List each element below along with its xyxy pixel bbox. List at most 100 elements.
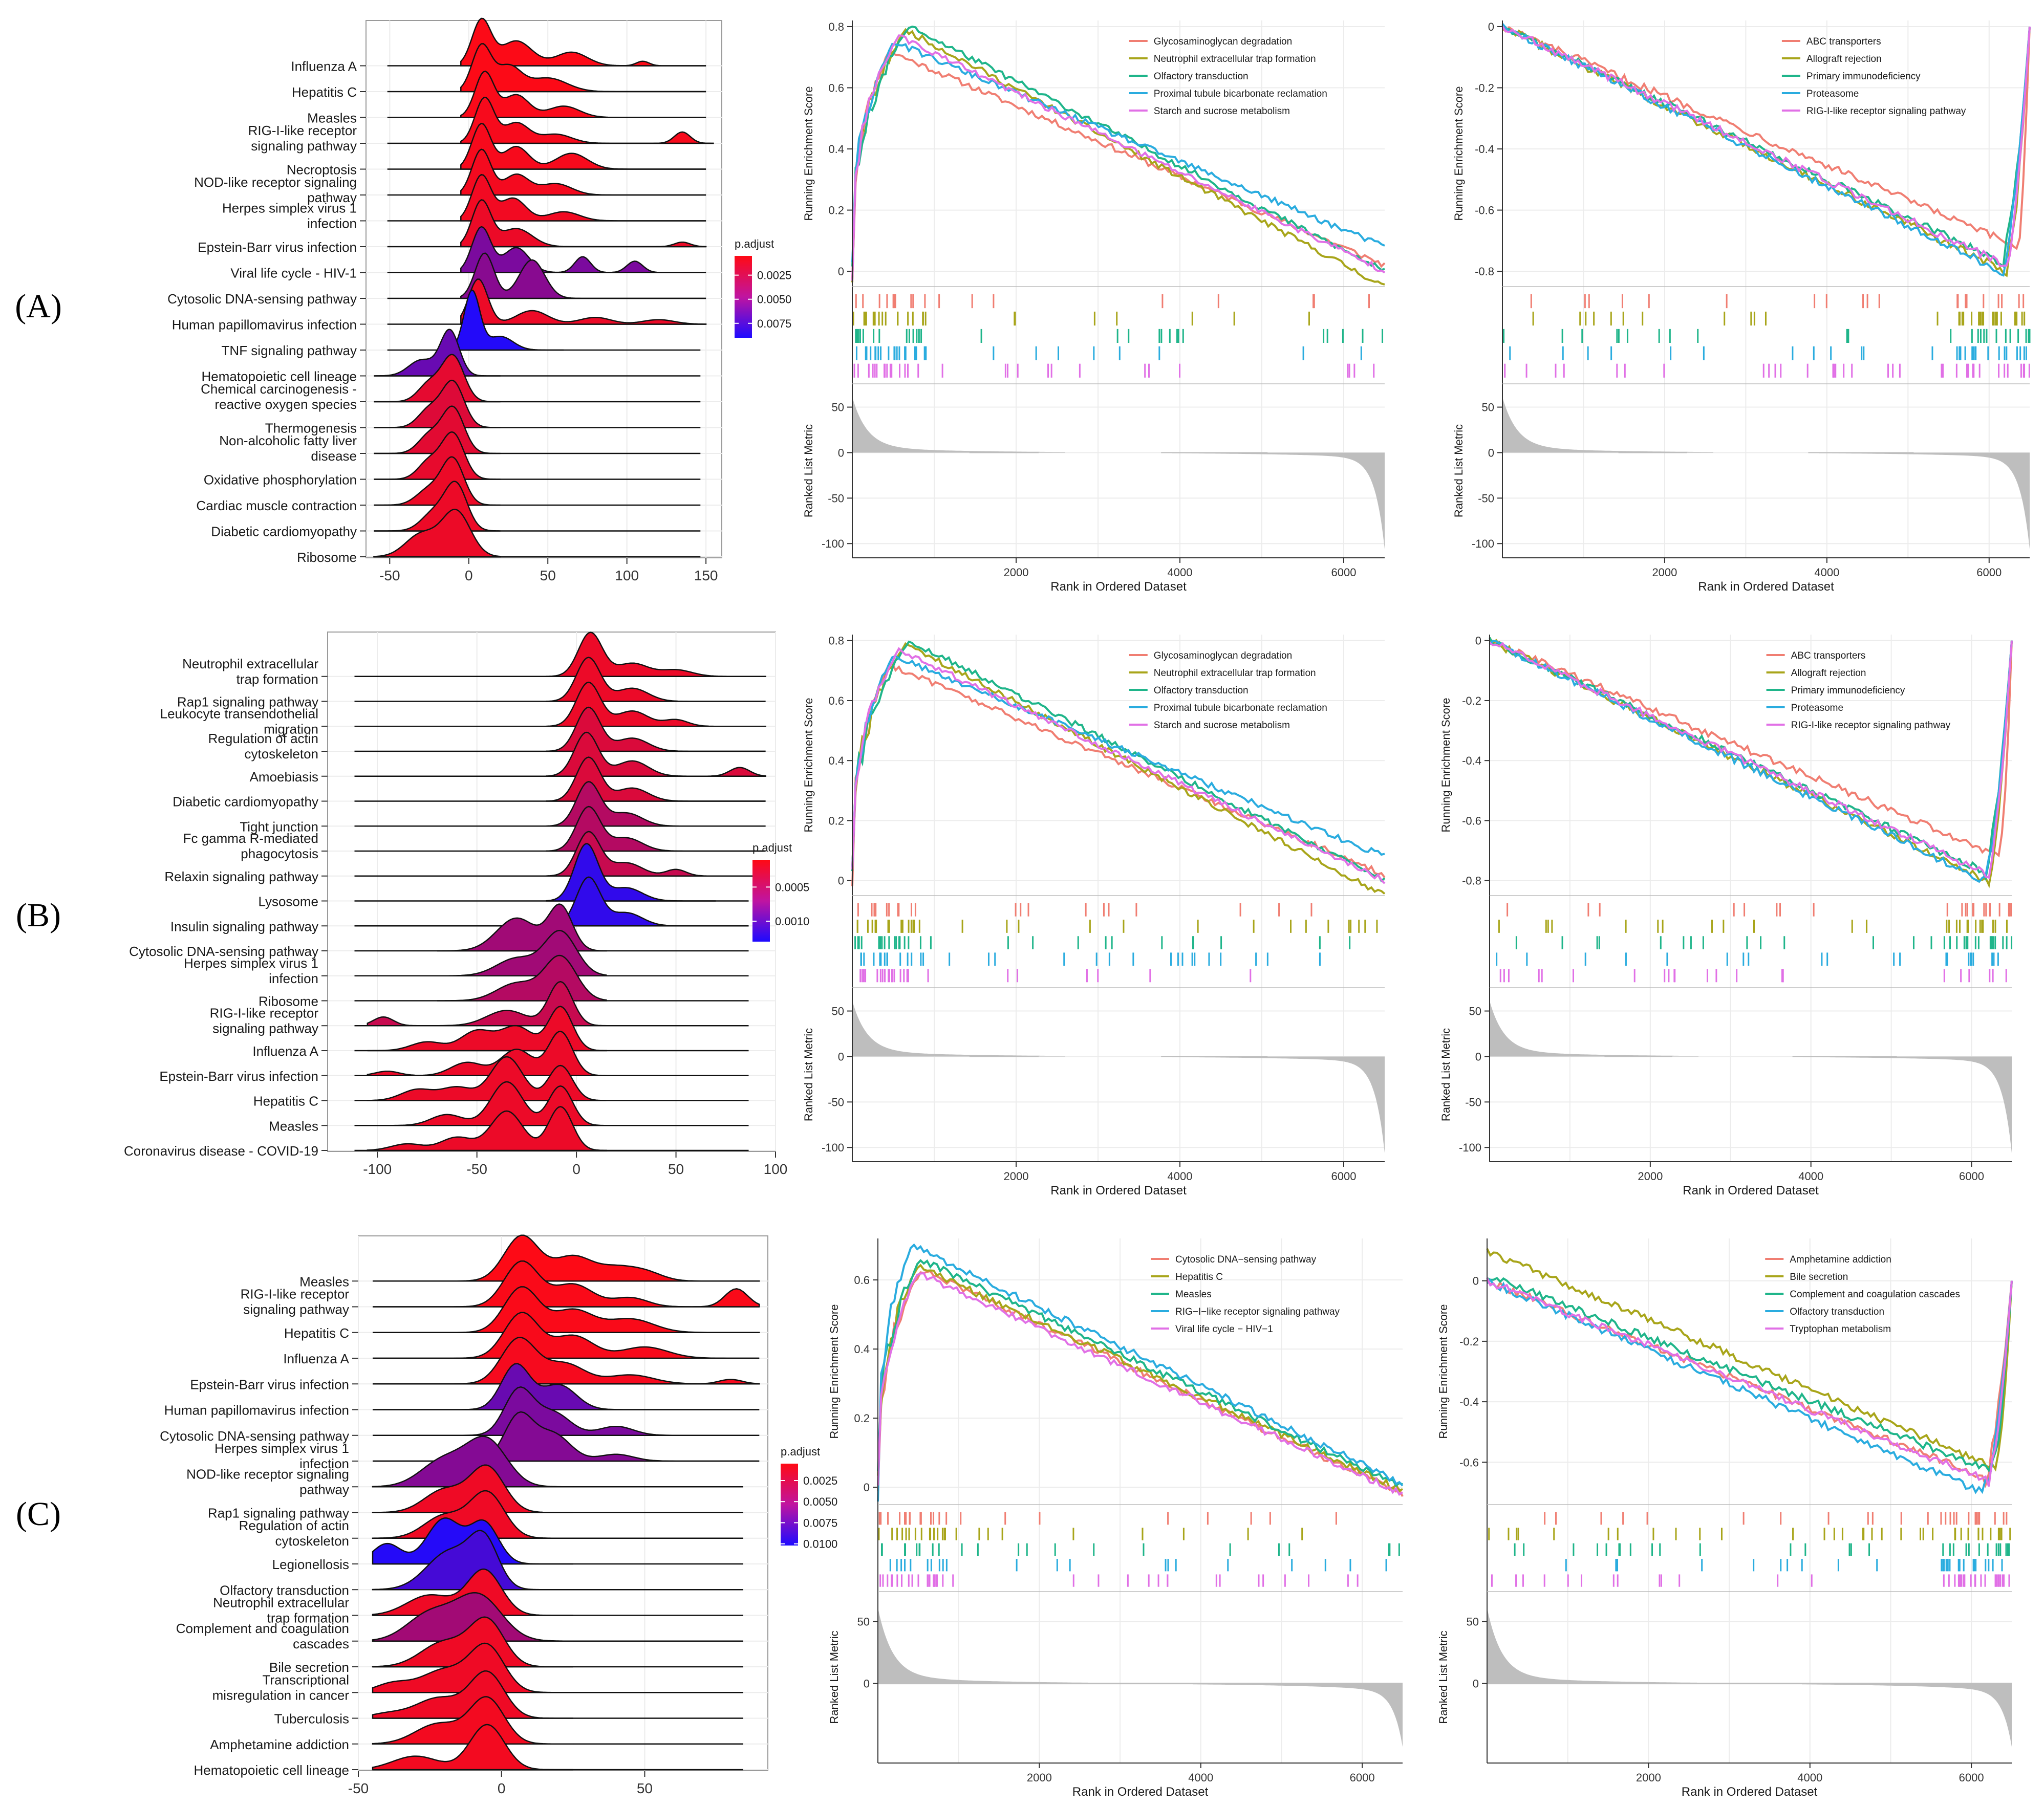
- es-curve-olfactory-transduction: [851, 26, 1385, 271]
- y-axis-title-es: Running Enrichment Score: [1437, 1304, 1450, 1439]
- ridge-density-ribosome: [373, 509, 501, 558]
- ridge-label-thermogenesis: Thermogenesis: [265, 421, 357, 436]
- ridge-label-line: infection: [307, 216, 357, 231]
- ridge-label-line: Thermogenesis: [265, 421, 357, 436]
- ridge-label-bile-secretion: Bile secretion: [269, 1660, 349, 1675]
- ridge-label-diabetic-cardiomyopathy: Diabetic cardiomyopathy: [173, 794, 318, 810]
- ridge-label-line: Chemical carcinogenesis -: [201, 381, 357, 397]
- ridge-density-relaxin-signaling-pathway: [546, 831, 766, 877]
- x-tick-label: 4000: [1814, 566, 1839, 579]
- ridge-label-line: Cytosolic DNA-sensing pathway: [129, 944, 318, 959]
- ridge-density-bile-secretion: [372, 1616, 573, 1668]
- ridge-density-epstein-barr-virus-infection: [373, 1337, 760, 1385]
- ridge-label-line: Transcriptional: [262, 1672, 349, 1687]
- ridge-label-tuberculosis: Tuberculosis: [274, 1711, 349, 1727]
- y-tick-label: 0: [838, 265, 844, 278]
- es-curve-starch-and-sucrose-metabolism: [851, 34, 1386, 281]
- x-tick-label: 4000: [1797, 1771, 1822, 1784]
- y-tick-label: 0.2: [854, 1412, 870, 1425]
- es-curve-amphetamine-addiction: [1486, 1280, 2013, 1489]
- ridge-label-regulation-of-actin-cytoskeleton: Regulation of actin cytoskeleton: [208, 731, 318, 761]
- legend-label: Starch and sucrose metabolism: [1154, 106, 1290, 117]
- metric-area-positive: [1502, 397, 1713, 453]
- ridge-label-cytosolic-dna-sensing-pathway: Cytosolic DNA-sensing pathway: [167, 291, 357, 307]
- y-axis-title-metric: Ranked List Metric: [1452, 424, 1465, 517]
- y-tick-label: 50: [832, 1005, 844, 1018]
- ridge-label-line: Cardiac muscle contraction: [196, 498, 357, 513]
- ridge-panel-a: Influenza A Hepatitis C MeaslesRIG-I-like …: [167, 17, 791, 583]
- ridge-label-human-papillomavirus-infection: Human papillomavirus infection: [164, 1403, 349, 1418]
- y-tick-label: 0.8: [828, 635, 844, 647]
- ridge-label-tnf-signaling-pathway: TNF signaling pathway: [222, 343, 357, 358]
- legend-tick-label: 0.0025: [757, 269, 791, 282]
- ridge-label-influenza-a: Influenza A: [283, 1351, 349, 1366]
- legend-label: Measles: [1175, 1289, 1212, 1300]
- y-tick-label: 50: [857, 1615, 870, 1628]
- ridge-density-regulation-of-actin-cytoskeleton: [546, 706, 766, 752]
- ridge-label-line: signaling pathway: [243, 1302, 349, 1317]
- ridge-density-tuberculosis: [372, 1670, 573, 1719]
- es-curve-starch-and-sucrose-metabolism: [851, 647, 1386, 884]
- legend-label: Amphetamine addiction: [1790, 1254, 1891, 1265]
- y-tick-label: 0.4: [854, 1343, 870, 1356]
- ridge-label-line: Viral life cycle - HIV-1: [230, 266, 357, 281]
- ridge-label-line: cascades: [293, 1636, 349, 1651]
- es-curve-viral-life-cycle-hiv-1: [877, 1272, 1404, 1496]
- ridge-label-line: Bile secretion: [269, 1660, 349, 1675]
- ridge-label-rig-i-like-receptor-signaling-pathway: RIG-I-like receptor signaling pathway: [248, 123, 357, 154]
- metric-area-positive: [1487, 1607, 1697, 1684]
- ridge-label-line: Amoebiasis: [250, 769, 318, 785]
- metric-area-positive: [1490, 1001, 1698, 1057]
- ridge-label-line: Ribosome: [297, 550, 357, 565]
- y-tick-label: 0: [864, 1481, 870, 1494]
- ridge-label-line: Insulin signaling pathway: [170, 919, 318, 934]
- y-tick-label: -50: [1478, 492, 1494, 505]
- ridge-density-diabetic-cardiomyopathy: [546, 756, 766, 802]
- y-tick-label: 50: [1482, 401, 1494, 414]
- x-tick-label: 4000: [1168, 566, 1193, 579]
- legend-colorbar: [752, 860, 770, 942]
- es-curve-bile-secretion: [1486, 1248, 2013, 1472]
- y-tick-label: 0.6: [854, 1274, 870, 1287]
- ridge-density-measles: [460, 70, 706, 118]
- legend-label: Olfactory transduction: [1154, 685, 1249, 696]
- ridge-label-epstein-barr-virus-infection: Epstein-Barr virus infection: [198, 240, 357, 255]
- legend-label: Glycosaminoglycan degradation: [1154, 36, 1292, 47]
- es-curve-abc-transporters: [1489, 639, 2013, 858]
- ridge-density-cytosolic-dna-sensing-pathway: [373, 1386, 760, 1437]
- ridge-label-line: Herpes simplex virus 1: [222, 201, 357, 216]
- ridge-label-epstein-barr-virus-infection: Epstein-Barr virus infection: [190, 1377, 349, 1392]
- ridge-label-cytosolic-dna-sensing-pathway: Cytosolic DNA-sensing pathway: [129, 944, 318, 959]
- ridge-label-line: Diabetic cardiomyopathy: [173, 794, 318, 810]
- x-tick-label: -50: [466, 1161, 487, 1177]
- ridge-label-line: Herpes simplex virus 1: [214, 1441, 349, 1456]
- x-tick-label: 100: [764, 1161, 788, 1177]
- ridge-label-line: RIG-I-like receptor: [210, 1005, 319, 1020]
- y-axis-title-metric: Ranked List Metric: [1439, 1028, 1452, 1121]
- ridge-label-line: Measles: [299, 1274, 349, 1289]
- metric-area-positive: [852, 397, 1065, 453]
- ridge-density-olfactory-transduction: [372, 1530, 574, 1591]
- ridge-density-tight-junction: [546, 781, 766, 827]
- x-tick-label: 0: [498, 1780, 506, 1796]
- y-tick-label: 0: [1488, 446, 1494, 459]
- ridge-label-line: Cytosolic DNA-sensing pathway: [160, 1428, 349, 1444]
- ridge-label-line: Neutrophil extracellular: [182, 656, 318, 671]
- es-curve-proteasome: [1489, 640, 2013, 883]
- legend-label: Tryptophan metabolism: [1790, 1324, 1891, 1335]
- ridge-density-human-papillomavirus-infection: [373, 1363, 760, 1410]
- ridge-density-transcriptional-misregulation-in-cancer: [372, 1642, 574, 1693]
- legend-colorbar: [781, 1464, 798, 1546]
- ridge-density-chemical-carcinogenesis-reactive-oxygen-species: [374, 354, 501, 403]
- ridge-label-herpes-simplex-virus-1-infection: Herpes simplex virus 1 infection: [222, 201, 357, 231]
- legend-title: p.adjust: [752, 841, 792, 854]
- ridge-label-oxidative-phosphorylation: Oxidative phosphorylation: [204, 472, 357, 488]
- ridge-label-line: RIG-I-like receptor: [248, 123, 357, 138]
- gsea-panel-c-negative: 0 -0.2 -0.4 -0.6 Amphetamine addiction Bile s…: [1437, 1238, 2013, 1799]
- ridge-label-line: NOD-like receptor signaling: [186, 1466, 349, 1482]
- x-tick-label: -50: [348, 1780, 369, 1796]
- es-curve-abc-transporters: [1501, 26, 2031, 250]
- y-tick-label: 0.8: [828, 20, 844, 33]
- es-curve-complement-and-coagulation-cascades: [1487, 1277, 2013, 1473]
